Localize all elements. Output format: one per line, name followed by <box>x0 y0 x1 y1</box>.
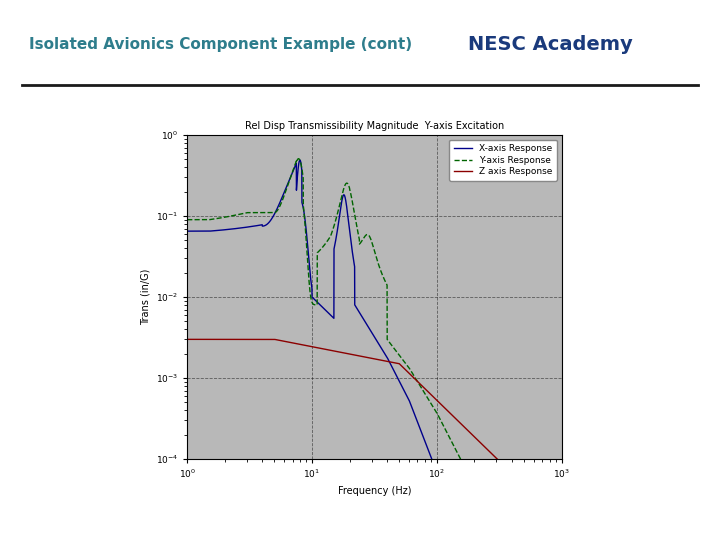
Title: Rel Disp Transmissibility Magnitude  Y-axis Excitation: Rel Disp Transmissibility Magnitude Y-ax… <box>245 122 504 131</box>
X-axis label: Frequency (Hz): Frequency (Hz) <box>338 486 411 496</box>
Text: NESC Academy: NESC Academy <box>468 35 633 54</box>
Text: Isolated Avionics Component Example (cont): Isolated Avionics Component Example (con… <box>29 37 412 52</box>
Y-axis label: Trans (in/G): Trans (in/G) <box>140 269 150 325</box>
Legend: X-axis Response, Y-axis Response, Z axis Response: X-axis Response, Y-axis Response, Z axis… <box>449 139 557 181</box>
